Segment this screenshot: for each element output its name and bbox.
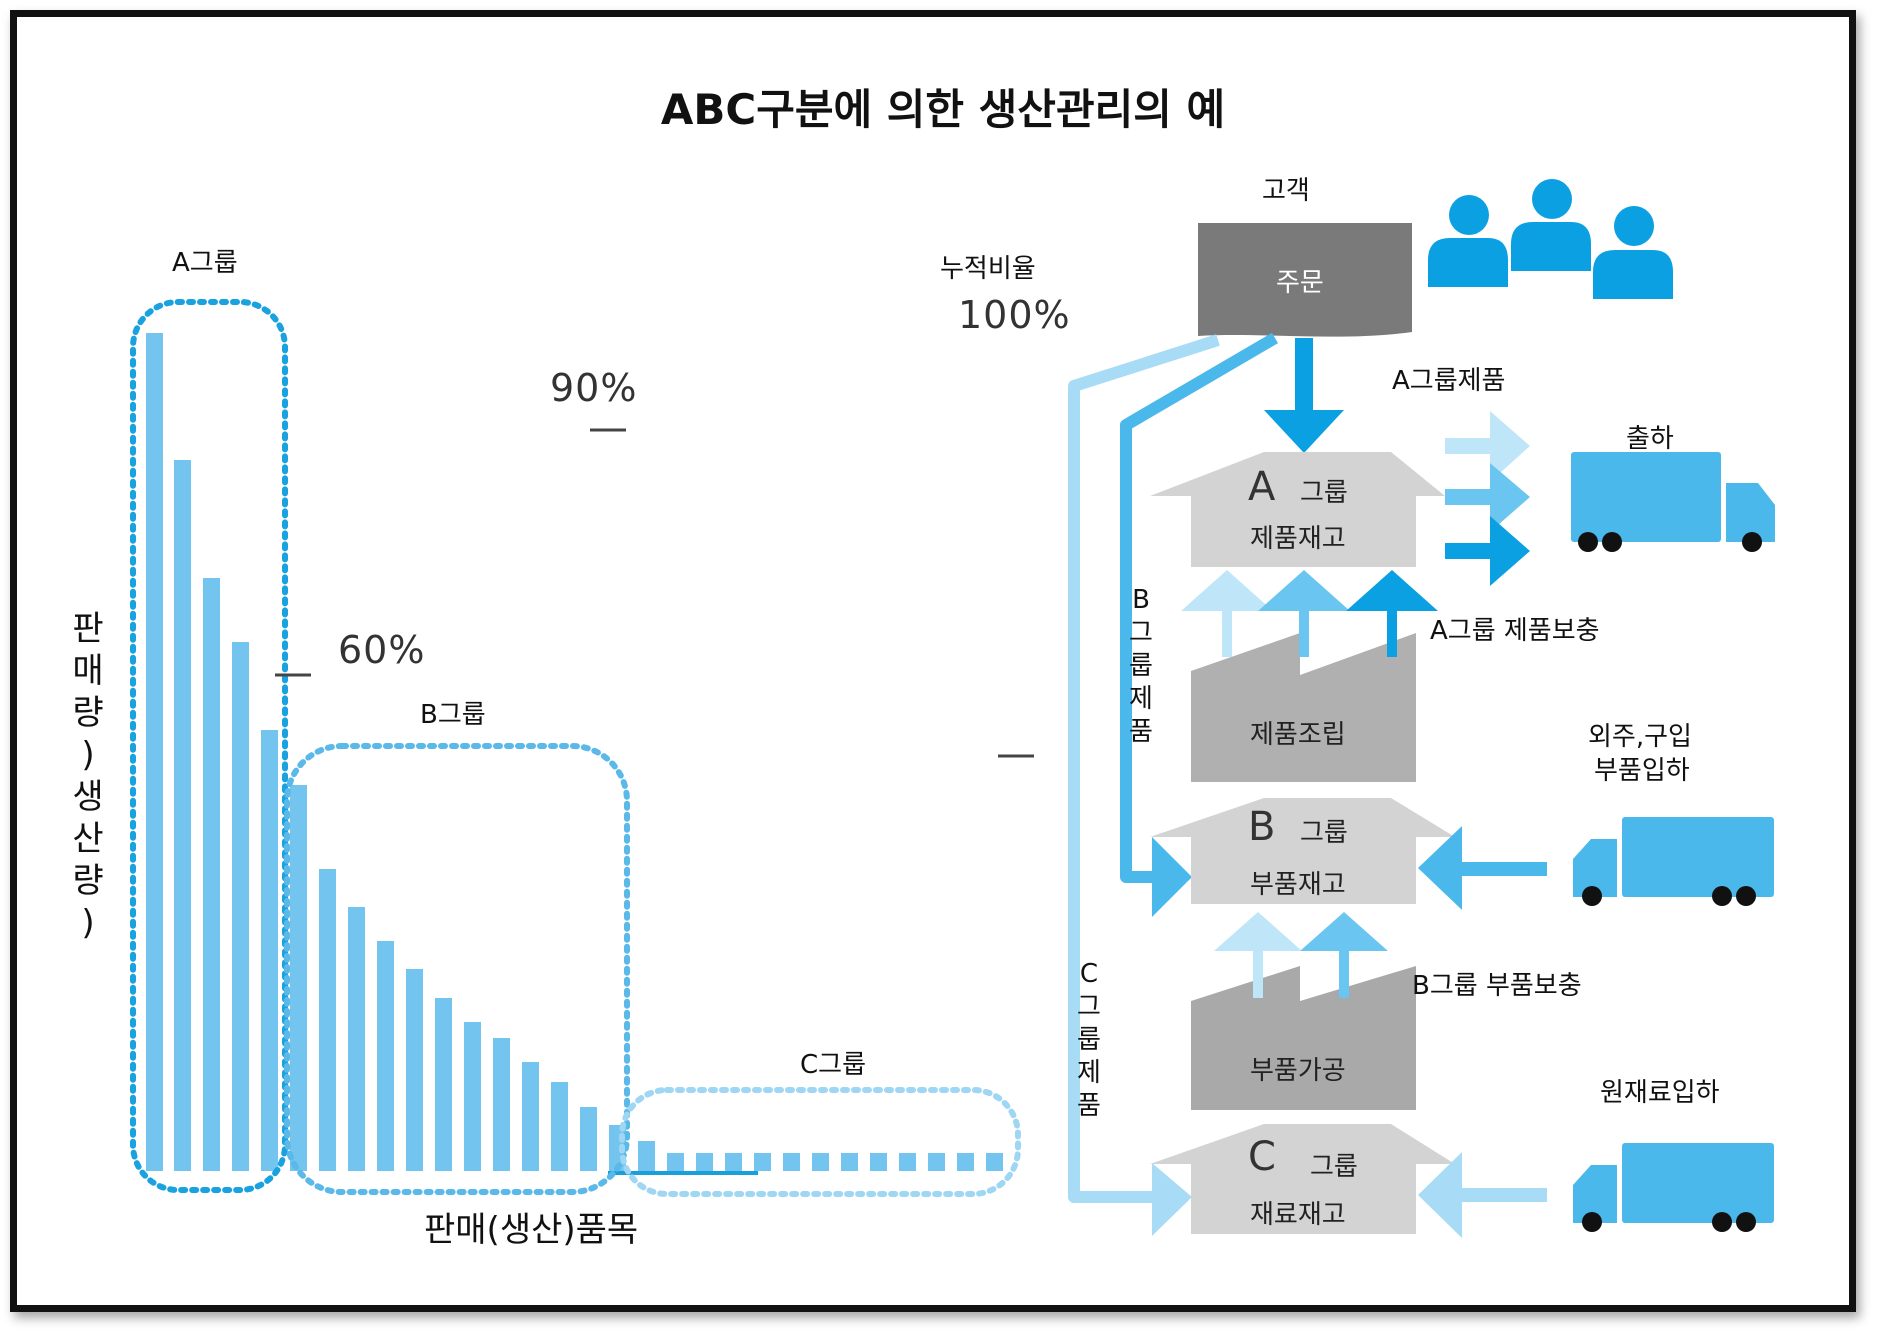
- a-order-arrow-shaft: [1295, 338, 1313, 413]
- processing-factory: [1191, 966, 1416, 1110]
- pareto-bar: [928, 1153, 945, 1171]
- c-group-product-vertical-label: C 그 룹 제 품: [1077, 959, 1101, 1121]
- pareto-bar: [696, 1153, 713, 1171]
- b-inventory-name: 부품재고: [1250, 870, 1346, 900]
- assembly-factory: [1191, 633, 1416, 782]
- group-b-outline: [284, 743, 630, 1195]
- pareto-bar: [899, 1153, 916, 1171]
- assembly-label: 제품조립: [1250, 720, 1346, 750]
- outsource-label-line2: 부품입하: [1594, 756, 1690, 786]
- processing-label: 부품가공: [1250, 1056, 1346, 1086]
- outsource-arrow-shaft: [1452, 862, 1547, 876]
- order-box: [1198, 223, 1412, 337]
- pareto-bar: [464, 1022, 481, 1171]
- pareto-bar: [174, 460, 191, 1171]
- y-axis-label: 판 매 량 ) 생 산 량 ): [72, 609, 104, 943]
- a-inventory-group: 그룹: [1300, 478, 1348, 508]
- pareto-bar: [580, 1107, 597, 1171]
- pareto-bar: [986, 1153, 1003, 1171]
- pareto-bars: [146, 333, 1003, 1171]
- pareto-bar: [319, 869, 336, 1171]
- b-inventory-group: 그룹: [1300, 818, 1348, 848]
- x-axis-label: 판매(생산)품목: [424, 1210, 639, 1250]
- pareto-bar: [551, 1082, 568, 1171]
- pct-100-label: 100%: [958, 293, 1071, 337]
- b-group-product-vertical-label: B 그 룹 제 품: [1129, 585, 1153, 747]
- b-inventory-house: [1150, 798, 1455, 904]
- pct-90-label: 90%: [550, 366, 638, 410]
- pareto-bar: [435, 998, 452, 1171]
- diagram-title: ABC구분에 의한 생산관리의 예: [660, 85, 1226, 134]
- outsource-truck-icon: [1573, 817, 1774, 906]
- pareto-bar: [493, 1038, 510, 1171]
- shipping-label: 출하: [1626, 424, 1674, 454]
- raw-material-arrowhead: [1418, 1152, 1462, 1238]
- c-group-flow-arrowhead: [1152, 1163, 1192, 1236]
- pareto-bar: [261, 730, 278, 1171]
- a-shipping-arrows: [1445, 411, 1530, 586]
- pareto-bar: [146, 333, 163, 1171]
- group-a-label: A그룹: [172, 248, 238, 278]
- a-replenish-arrows: [1181, 570, 1438, 657]
- pareto-bar: [812, 1153, 829, 1171]
- outsource-label-line1: 외주,구입: [1588, 722, 1692, 752]
- group-b-label: B그룹: [420, 700, 486, 730]
- a-inventory-name: 제품재고: [1250, 524, 1346, 554]
- c-inventory-group: 그룹: [1310, 1152, 1358, 1182]
- pareto-bar: [870, 1153, 887, 1171]
- a-product-label: A그룹제품: [1392, 366, 1506, 396]
- raw-material-label: 원재료입하: [1600, 1078, 1720, 1108]
- shipping-truck-icon: [1571, 452, 1775, 552]
- pct-60-label: 60%: [338, 628, 426, 672]
- pareto-bar: [377, 941, 394, 1171]
- pareto-bar: [348, 907, 365, 1171]
- pareto-bar: [667, 1153, 684, 1171]
- pareto-bar: [232, 642, 249, 1171]
- b-group-flow-line: [1120, 332, 1279, 883]
- pareto-bar: [783, 1153, 800, 1171]
- pareto-bar: [957, 1153, 974, 1171]
- pareto-bar: [203, 578, 220, 1171]
- c-inventory-letter: C: [1248, 1134, 1276, 1180]
- a-inventory-letter: A: [1248, 464, 1276, 510]
- outsource-arrowhead: [1418, 826, 1462, 910]
- c-group-flow-line: [1068, 334, 1220, 1203]
- b-inventory-letter: B: [1248, 804, 1276, 850]
- pareto-bar: [841, 1153, 858, 1171]
- a-replenish-label: A그룹 제품보충: [1430, 616, 1600, 646]
- raw-material-truck-icon: [1573, 1143, 1774, 1232]
- group-a-outline: [130, 299, 288, 1193]
- order-label: 주문: [1276, 268, 1324, 298]
- b-group-flow-arrowhead: [1152, 837, 1192, 917]
- pareto-bar: [754, 1153, 771, 1171]
- b-replenish-arrows: [1214, 912, 1388, 998]
- group-c-label: C그룹: [800, 1050, 866, 1080]
- pareto-bar: [290, 785, 307, 1171]
- c-inventory-house: [1150, 1124, 1455, 1234]
- pareto-bar: [725, 1153, 742, 1171]
- raw-material-arrow-shaft: [1452, 1188, 1547, 1202]
- customer-icon: [1428, 179, 1673, 299]
- a-inventory-house: [1150, 452, 1445, 567]
- pareto-bar: [638, 1141, 655, 1171]
- cumulative-ratio-label: 누적비율: [940, 254, 1036, 284]
- group-c-outline: [619, 1087, 1021, 1197]
- pareto-bar: [522, 1062, 539, 1171]
- a-order-arrowhead: [1264, 410, 1344, 453]
- customer-label: 고객: [1262, 176, 1310, 206]
- c-inventory-name: 재료재고: [1250, 1200, 1346, 1230]
- b-replenish-label: B그룹 부품보충: [1412, 971, 1582, 1001]
- pareto-bar: [406, 969, 423, 1171]
